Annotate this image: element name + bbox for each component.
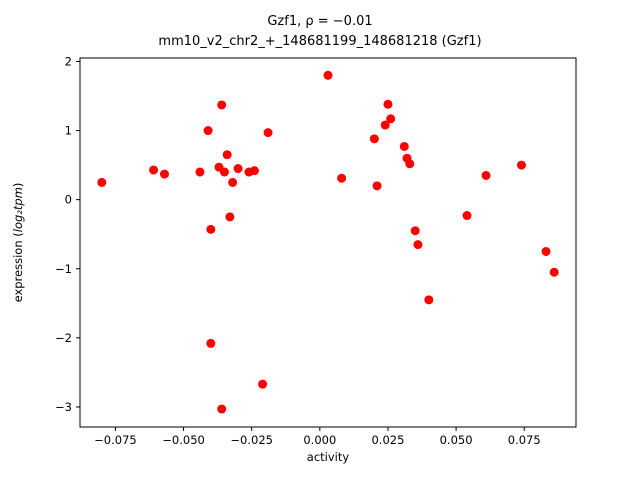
x-tick-label: −0.025 [230,433,273,447]
y-tick-label: −3 [55,400,72,414]
x-tick-label: −0.050 [162,433,205,447]
y-tick-label: −2 [55,331,72,345]
y-tick-label: 1 [65,124,72,138]
data-point [263,128,273,138]
data-point [386,114,396,124]
y-tick-label: 0 [65,193,72,207]
data-point [516,160,526,170]
data-point [369,134,379,144]
x-tick-label: 0.075 [508,433,541,447]
y-tick-label: 2 [65,54,72,68]
data-point [410,226,420,236]
data-point [383,99,393,109]
y-axis-ticks: −3 −2 −1 0 1 2 [55,54,80,414]
data-point [233,164,243,174]
y-tick-label: −1 [55,262,72,276]
data-point [206,338,216,348]
x-tick-label: −0.075 [94,433,137,447]
y-axis-label-math: log₂tpm [11,187,25,232]
data-point [549,267,559,277]
data-point [380,120,390,130]
data-points [97,70,559,414]
data-point [219,167,229,177]
x-tick-label: 0.050 [440,433,473,447]
data-point [149,165,159,175]
data-point [481,170,491,180]
data-point [372,181,382,191]
data-point [424,295,434,305]
data-point [399,141,409,151]
data-point [541,246,551,256]
x-tick-label: 0.025 [371,433,404,447]
plot-title-line2: mm10_v2_chr2_+_148681199_148681218 (Gzf1… [158,34,481,49]
y-axis-label-suffix: ) [11,183,25,188]
data-point [249,166,259,176]
x-axis-label: activity [307,450,350,464]
data-point [228,177,238,187]
x-axis-ticks: −0.075 −0.050 −0.025 0.000 0.025 0.050 0.075 [94,427,541,447]
data-point [462,211,472,221]
x-tick-label: 0.000 [303,433,336,447]
plot-title-line1: Gzf1, ρ = −0.01 [267,14,372,29]
y-axis-label: expression (log₂tpm) [11,183,25,303]
y-axis-label-prefix: expression ( [11,232,25,302]
data-point [222,150,232,160]
data-point [203,126,213,136]
data-point [258,379,268,389]
data-point [337,173,347,183]
data-point [405,159,415,169]
data-point [217,100,227,110]
data-point [159,169,169,179]
data-point [217,404,227,414]
data-point [413,240,423,250]
data-point [206,224,216,234]
plot-frame [79,57,577,428]
data-point [195,167,205,177]
data-point [323,70,333,80]
data-point [225,212,235,222]
data-point [97,177,107,187]
